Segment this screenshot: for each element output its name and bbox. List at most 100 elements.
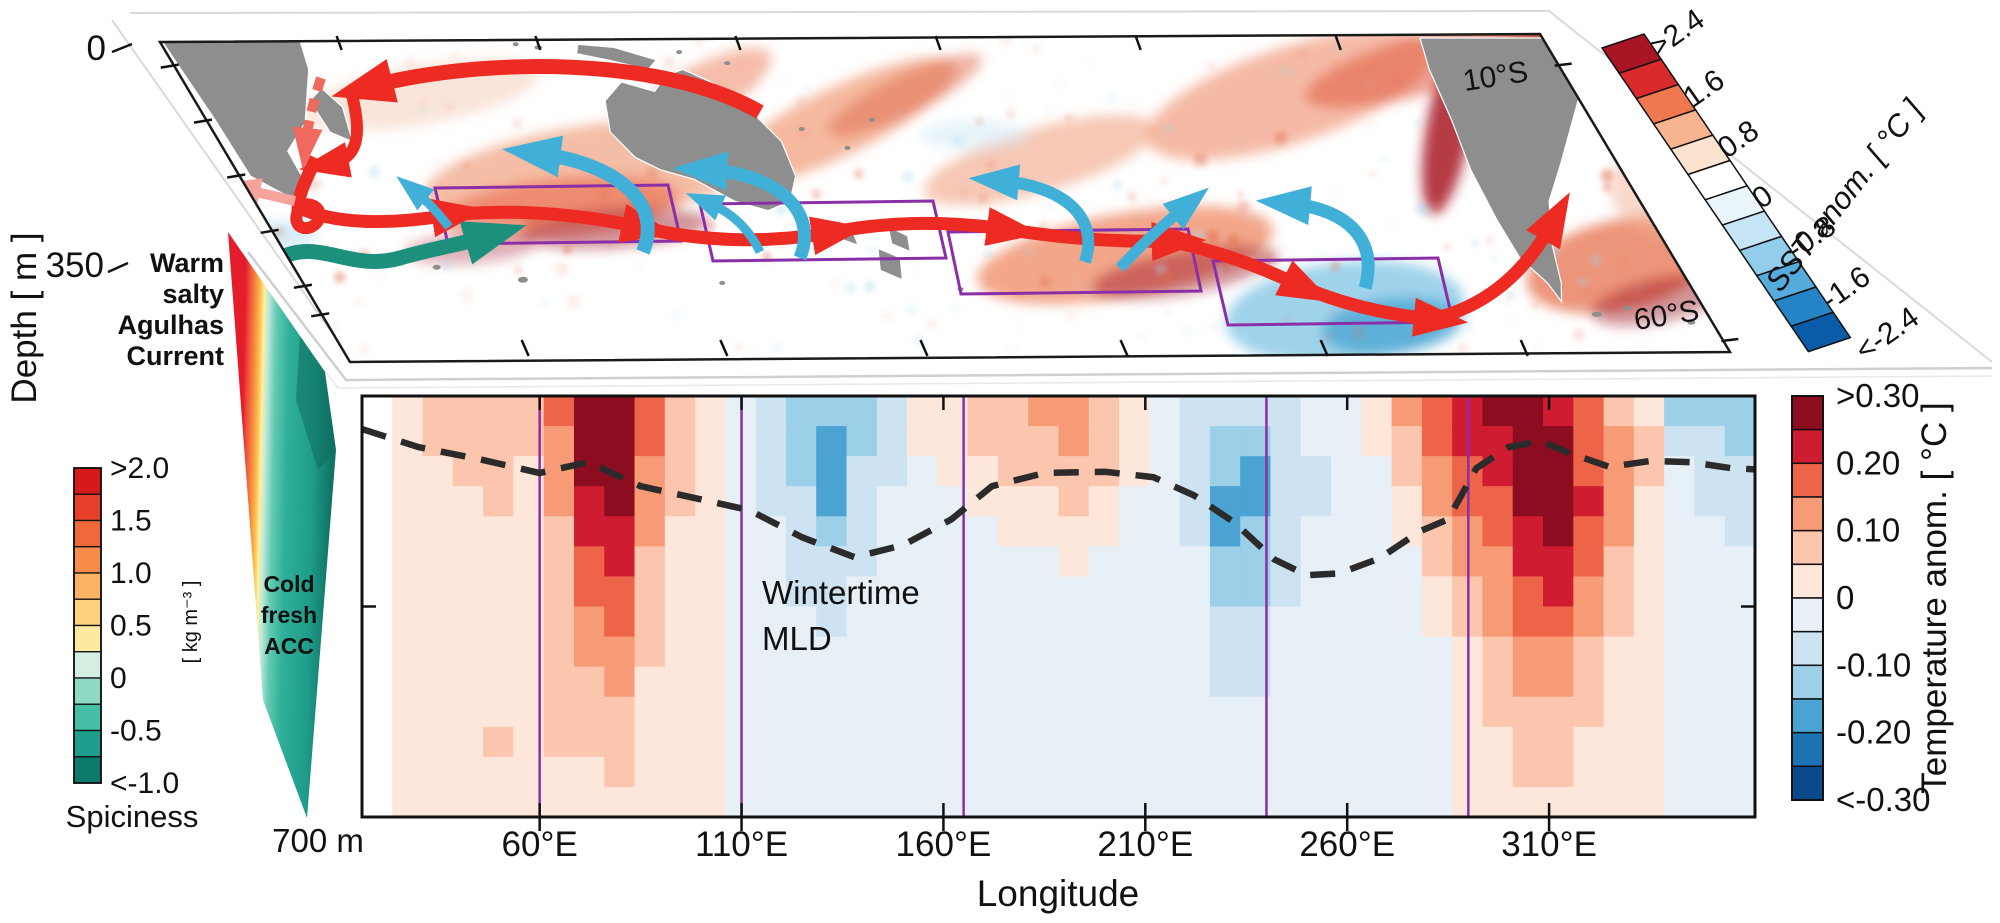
heatmap-cell: [1573, 396, 1605, 427]
heatmap-cell: [1058, 546, 1090, 578]
land-island: [844, 145, 851, 150]
heatmap-cell: [664, 696, 696, 728]
wireframe-line: [111, 19, 331, 331]
heatmap-cell: [543, 396, 575, 427]
heatmap-cell: [1300, 696, 1332, 728]
heatmap-cell: [1633, 426, 1665, 457]
heatmap-cell: [876, 486, 908, 517]
colorbar-tick-label: -0.20: [1836, 714, 1911, 751]
agulhas-annotation-line1: Warm: [150, 248, 224, 278]
heatmap-cell: [452, 726, 484, 758]
heatmap-cell: [362, 696, 393, 728]
heatmap-cell: [1209, 636, 1241, 668]
heatmap-cell: [816, 456, 848, 487]
heatmap-cell: [452, 516, 484, 548]
heatmap-cell: [664, 606, 696, 638]
heatmap-cell: [573, 696, 605, 728]
heatmap-cell: [1028, 636, 1060, 668]
colorbar-segment: [1791, 765, 1824, 801]
spiciness-face: [228, 232, 336, 818]
agulhas-retroflection: [290, 198, 326, 235]
heatmap-cell: [876, 396, 908, 427]
heatmap-cell: [1573, 666, 1605, 698]
heatmap-cell: [1421, 546, 1453, 578]
speckle: [1008, 345, 1017, 355]
speckle: [1351, 325, 1366, 339]
heatmap-cell: [816, 606, 848, 638]
heatmap-cell: [1633, 576, 1665, 608]
x-tick-label: 310°E: [1501, 825, 1597, 864]
heatmap-cell: [573, 486, 605, 517]
speckle: [1330, 59, 1341, 70]
land-mass: [867, 248, 914, 279]
heatmap-cell: [816, 516, 848, 548]
heatmap-cell: [1543, 486, 1575, 517]
sst-speckle-layer: [164, 34, 1671, 356]
heatmap-cell: [816, 486, 848, 517]
heatmap-cell: [1149, 606, 1181, 638]
heatmap-cell: [1209, 576, 1241, 608]
heatmap-cell: [1391, 786, 1423, 818]
speckle: [359, 344, 370, 356]
heatmap-cell: [1179, 696, 1211, 728]
temperature-section: 60°E 110°E 160°E 210°E 260°E 310°E: [360, 394, 1757, 864]
heatmap-cell: [634, 696, 666, 728]
heatmap-cell: [1482, 636, 1514, 668]
heatmap-cell: [1119, 546, 1151, 578]
heatmap-cell: [483, 546, 515, 578]
speckle: [845, 282, 857, 294]
heatmap-cell: [1088, 516, 1120, 548]
heatmap-cell: [907, 456, 939, 487]
heatmap-cell: [846, 606, 878, 638]
heatmap-cell: [1664, 756, 1696, 788]
heatmap-cell: [1603, 786, 1635, 818]
heatmap-cell: [1724, 516, 1756, 548]
heatmap-cell: [422, 486, 454, 517]
speckle: [662, 56, 676, 70]
speckle: [455, 166, 462, 174]
heatmap-cell: [1573, 546, 1605, 578]
heatmap-cell: [1391, 636, 1423, 668]
heatmap-cell: [392, 786, 424, 818]
heatmap-cell: [422, 726, 454, 758]
speckle: [1193, 153, 1208, 167]
heatmap-cell: [1300, 486, 1332, 517]
speckle: [514, 202, 519, 207]
heatmap-cell: [1119, 726, 1151, 758]
colorbar-segment: [1790, 311, 1852, 353]
speckle: [671, 309, 683, 321]
map-tick-left: [310, 312, 330, 318]
speckle: [776, 206, 786, 216]
speckle: [1154, 88, 1164, 98]
map-tick-top: [1334, 35, 1342, 51]
colorbar-tick-label: -0.10: [1836, 646, 1911, 683]
heatmap-cell: [483, 606, 515, 638]
speckle: [1392, 75, 1406, 89]
heatmap-cell: [755, 786, 787, 818]
agulhas-annotation-line3: Agulhas: [117, 310, 224, 340]
subduction-arrow: [396, 176, 453, 230]
heatmap-cell: [1421, 456, 1453, 487]
heatmap-cell: [1482, 726, 1514, 758]
colorbar-border: [73, 467, 102, 784]
heatmap-cell: [846, 756, 878, 788]
heatmap-cell: [967, 606, 999, 638]
speckle: [1206, 61, 1215, 70]
heatmap-cell: [755, 426, 787, 457]
heatmap-cell: [1543, 636, 1575, 668]
heatmap-cell: [816, 756, 848, 788]
mld-dashed-line: [361, 425, 1756, 579]
speckle: [927, 317, 939, 330]
heatmap-cell: [876, 606, 908, 638]
heatmap-cell: [1209, 426, 1241, 457]
heatmap-cell: [664, 426, 696, 457]
speckle: [1380, 155, 1389, 164]
speckle: [1205, 229, 1220, 243]
heatmap-cell: [785, 756, 817, 788]
map-tick-top: [734, 35, 742, 51]
colorbar-segment: [73, 677, 102, 705]
heatmap-cell: [1724, 606, 1756, 638]
heatmap-cell: [1543, 756, 1575, 788]
heatmap-cell: [1391, 546, 1423, 578]
heatmap-cell: [604, 786, 636, 818]
